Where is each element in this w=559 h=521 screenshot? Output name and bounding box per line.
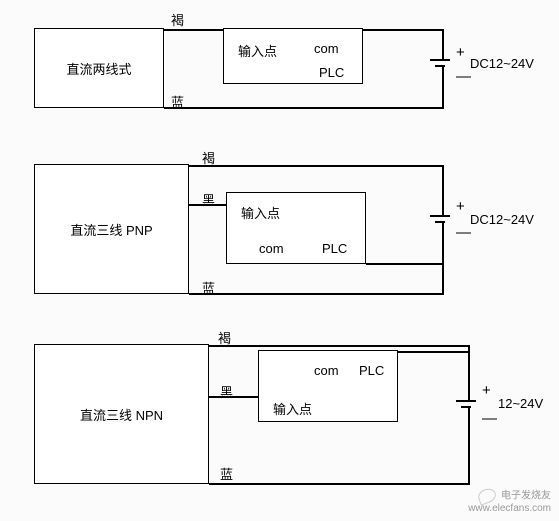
wire-right-down2 (468, 408, 470, 484)
voltage-label: DC12~24V (470, 56, 534, 71)
wire-brown (209, 345, 469, 347)
sensor-label: 直流三线 PNP (70, 220, 152, 239)
plc-com-label: com (259, 241, 284, 256)
wire-blue (209, 483, 470, 485)
plc-label: PLC (319, 65, 344, 80)
panel-npn: 直流三线 NPN 褐 com PLC 输入点 黑 蓝 + — 12~24V (8, 330, 543, 490)
sensor-label: 直流两线式 (66, 59, 131, 78)
wire-blue-label: 蓝 (171, 92, 184, 111)
wire-brown (164, 29, 223, 31)
wire-brown (189, 165, 443, 167)
plc-label: PLC (359, 363, 384, 378)
minus-sign: — (456, 68, 471, 85)
wire-right-down (468, 345, 470, 400)
wire-right-down (442, 165, 444, 215)
wire-black (209, 396, 259, 398)
wire-brown-label: 褐 (218, 328, 231, 347)
plc-box: 输入点 com PLC (226, 192, 366, 264)
plc-com-label: com (314, 41, 339, 56)
plc-input-label: 输入点 (238, 41, 277, 60)
plc-input-label: 输入点 (241, 203, 280, 222)
wire-blue (189, 293, 444, 295)
plus-sign: + (456, 198, 465, 215)
panel-pnp: 直流三线 PNP 褐 黑 输入点 com PLC 蓝 + — DC12~24V (8, 150, 543, 300)
plus-sign: + (482, 382, 491, 399)
wire-blue-label: 蓝 (202, 278, 215, 297)
plc-box: com PLC 输入点 (258, 350, 398, 422)
plc-label: PLC (322, 241, 347, 256)
plc-input-label: 输入点 (273, 399, 312, 418)
panel-two-wire: 直流两线式 褐 输入点 com PLC 蓝 + — DC12~24V (8, 24, 543, 112)
sensor-box: 直流两线式 (34, 28, 164, 108)
wire-top-right (363, 29, 443, 31)
plc-com-label: com (314, 363, 339, 378)
wire-black-label: 黑 (220, 382, 233, 401)
wire-brown-label: 褐 (202, 148, 215, 167)
sensor-box: 直流三线 NPN (34, 344, 209, 484)
minus-sign: — (482, 410, 497, 427)
plc-box: 输入点 com PLC (223, 28, 363, 84)
wire-right-down (442, 29, 444, 59)
wire-brown-label: 褐 (171, 10, 184, 29)
watermark-brand: 电子发烧友 (501, 491, 551, 502)
watermark: 电子发烧友 www.elecfans.com (468, 489, 551, 515)
wire-blue (164, 107, 444, 109)
wire-plc-right-top (398, 351, 469, 353)
wire-black-label: 黑 (202, 190, 215, 209)
plus-sign: + (456, 44, 465, 61)
wire-right-down2 (442, 67, 444, 108)
wire-right-down2 (442, 223, 444, 294)
sensor-box: 直流三线 PNP (34, 164, 189, 294)
sensor-label: 直流三线 NPN (80, 405, 163, 424)
wire-blue-label: 蓝 (220, 464, 233, 483)
voltage-label: DC12~24V (470, 212, 534, 227)
wire-com-right (366, 263, 443, 265)
minus-sign: — (456, 224, 471, 241)
voltage-label: 12~24V (498, 396, 543, 411)
